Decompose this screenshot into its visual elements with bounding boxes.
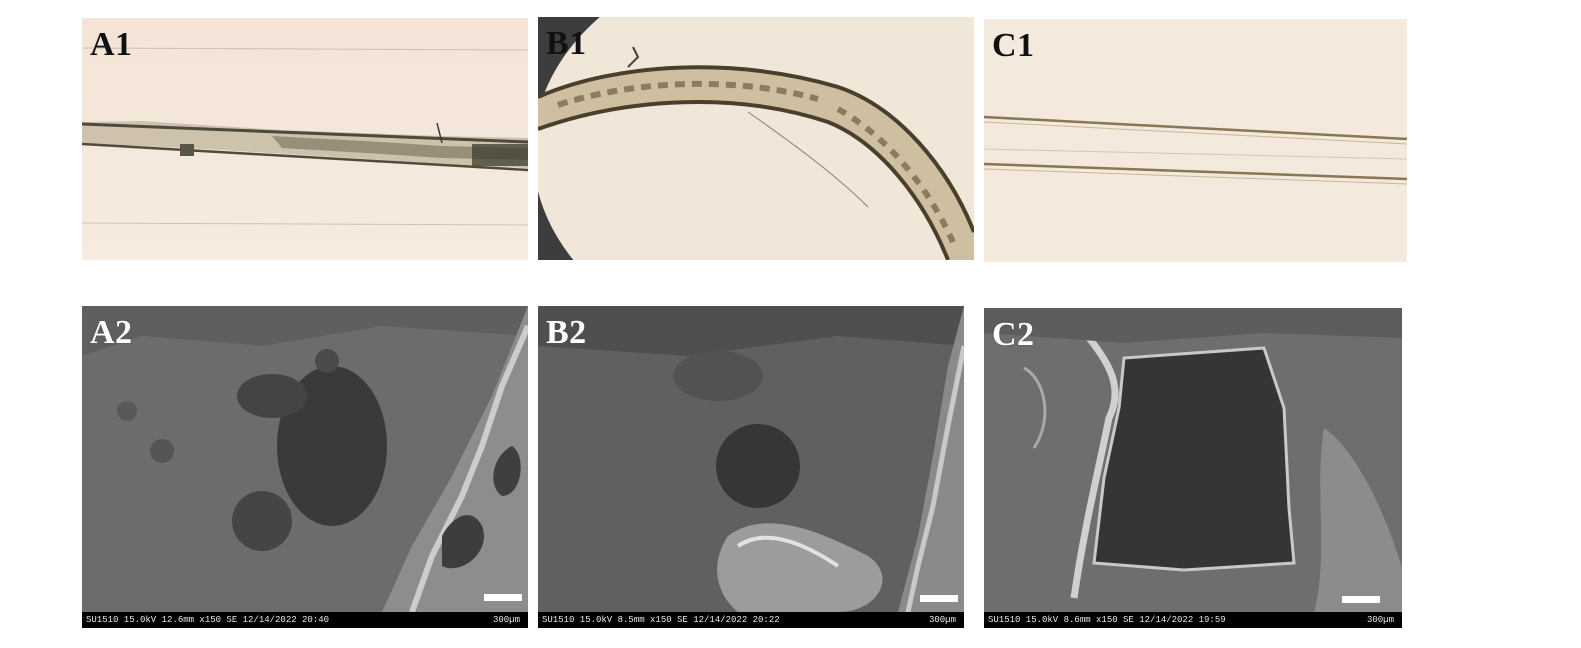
scale-bar-text: 300µm xyxy=(492,615,520,625)
panel-label: A1 xyxy=(90,26,133,63)
panel-label: A2 xyxy=(90,314,133,351)
panel-b2-sem-image: B2 SU1510 15.0kV 8.5mm x150 SE 12/14/202… xyxy=(538,306,964,628)
panel-label: C2 xyxy=(992,316,1035,353)
sem-metadata-text: SU1510 15.0kV 8.5mm x150 SE 12/14/2022 2… xyxy=(542,615,780,625)
panel-c2-sem-image: C2 SU1510 15.0kV 8.6mm x150 SE 12/14/202… xyxy=(984,308,1402,628)
sem-micrograph-a2 xyxy=(82,306,528,628)
panel-a1-optical-image: A1 xyxy=(82,18,528,260)
sem-micrograph-b2 xyxy=(538,306,964,628)
scale-bar-text: 300µm xyxy=(928,615,956,625)
scale-bar xyxy=(920,595,958,602)
panel-b1-optical-image: B1 xyxy=(538,17,974,260)
sem-micrograph-c2 xyxy=(984,308,1402,628)
sem-info-bar: SU1510 15.0kV 12.6mm x150 SE 12/14/2022 … xyxy=(82,612,528,628)
scale-bar xyxy=(484,594,522,601)
sem-info-bar: SU1510 15.0kV 8.6mm x150 SE 12/14/2022 1… xyxy=(984,612,1402,628)
panel-a2-sem-image: A2 SU1510 15.0kV 12.6mm x150 SE 12/14/20… xyxy=(82,306,528,628)
sem-info-bar: SU1510 15.0kV 8.5mm x150 SE 12/14/2022 2… xyxy=(538,612,964,628)
optical-micrograph-c1 xyxy=(984,19,1407,262)
panel-label: B1 xyxy=(546,25,587,62)
scale-bar-text: 300µm xyxy=(1366,615,1394,625)
panel-label: B2 xyxy=(546,314,587,351)
panel-label: C1 xyxy=(992,27,1035,64)
optical-micrograph-b1 xyxy=(538,17,974,260)
scale-bar xyxy=(1342,596,1380,603)
optical-micrograph-a1 xyxy=(82,18,528,260)
sem-metadata-text: SU1510 15.0kV 12.6mm x150 SE 12/14/2022 … xyxy=(86,615,330,625)
panel-c1-optical-image: C1 xyxy=(984,19,1407,262)
sem-metadata-text: SU1510 15.0kV 8.6mm x150 SE 12/14/2022 1… xyxy=(988,615,1226,625)
